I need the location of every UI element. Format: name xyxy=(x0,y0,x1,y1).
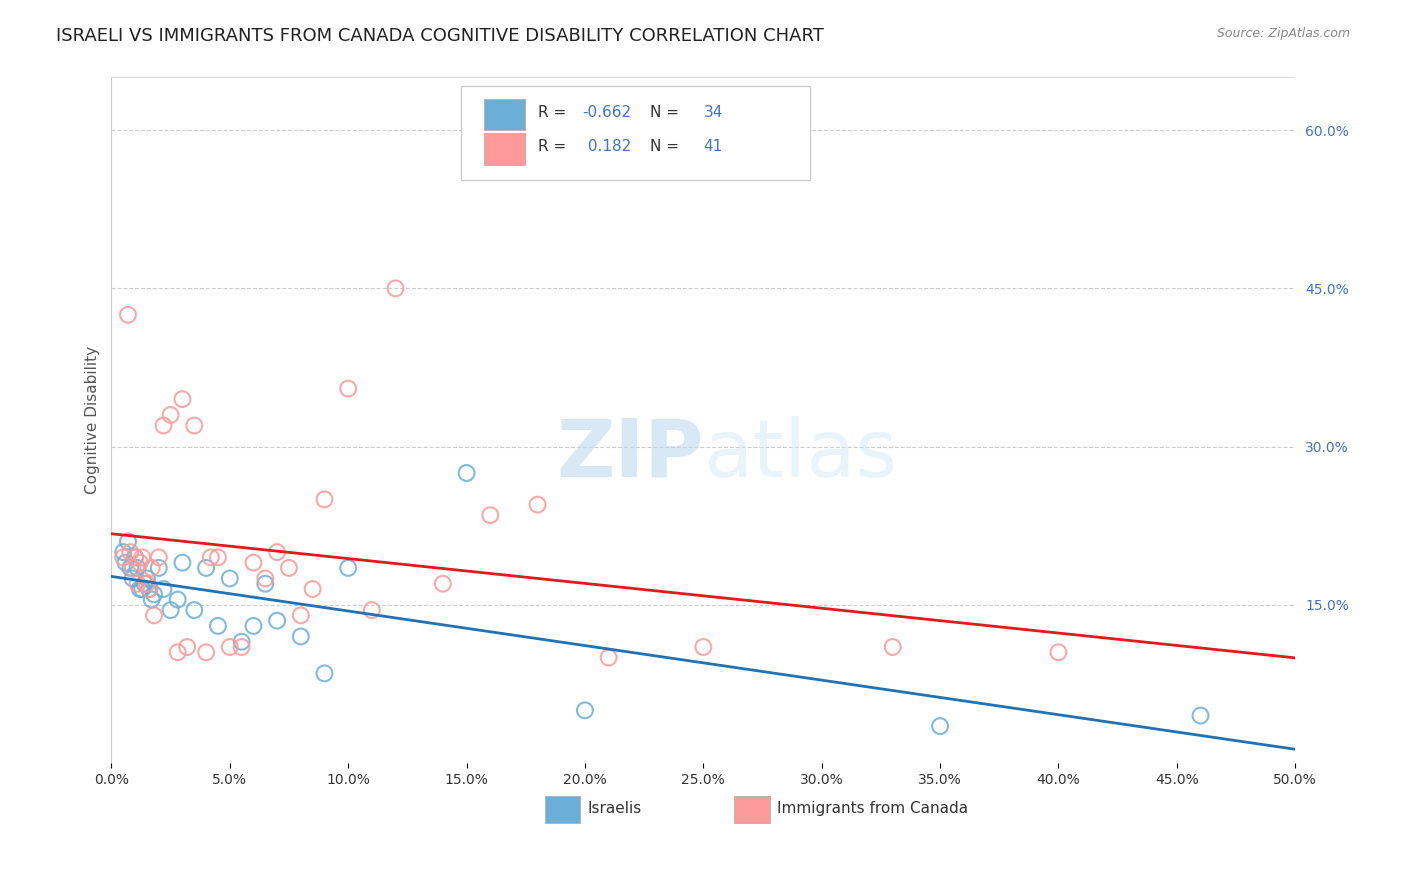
Point xyxy=(242,619,264,633)
Point xyxy=(432,576,454,591)
Point xyxy=(159,408,181,422)
Point xyxy=(242,556,264,570)
Point xyxy=(120,561,142,575)
Y-axis label: Cognitive Disability: Cognitive Disability xyxy=(86,346,100,494)
Point xyxy=(526,498,548,512)
Point xyxy=(456,466,478,480)
Point xyxy=(1189,708,1212,723)
Point xyxy=(124,550,146,565)
Point xyxy=(574,703,596,717)
Point xyxy=(131,550,153,565)
Point xyxy=(117,534,139,549)
Text: atlas: atlas xyxy=(703,416,897,493)
Point xyxy=(231,640,253,654)
Point xyxy=(141,592,163,607)
FancyBboxPatch shape xyxy=(544,796,581,823)
Point xyxy=(121,561,143,575)
Text: 41: 41 xyxy=(703,139,723,154)
Point xyxy=(266,614,288,628)
Point xyxy=(120,545,142,559)
Point xyxy=(218,571,240,585)
Point xyxy=(207,550,229,565)
Point xyxy=(135,571,157,585)
Point xyxy=(384,281,406,295)
Point xyxy=(172,392,194,406)
Point xyxy=(337,382,360,396)
Point xyxy=(278,561,301,575)
Text: N =: N = xyxy=(650,105,683,120)
Point xyxy=(929,719,952,733)
Point xyxy=(124,550,146,565)
Point xyxy=(152,582,174,596)
Point xyxy=(195,561,218,575)
Point xyxy=(172,556,194,570)
Text: 0.182: 0.182 xyxy=(582,139,631,154)
Point xyxy=(141,561,163,575)
Point xyxy=(598,650,620,665)
Point xyxy=(176,640,198,654)
Point xyxy=(290,608,312,623)
Point xyxy=(200,550,222,565)
Point xyxy=(301,582,323,596)
Text: 34: 34 xyxy=(703,105,723,120)
Point xyxy=(134,576,156,591)
Text: Israelis: Israelis xyxy=(588,801,641,816)
Point xyxy=(195,645,218,659)
Point xyxy=(360,603,382,617)
Point xyxy=(183,603,205,617)
Text: -0.662: -0.662 xyxy=(582,105,631,120)
Text: R =: R = xyxy=(537,139,571,154)
Point xyxy=(127,576,149,591)
Point xyxy=(254,576,277,591)
Point xyxy=(314,492,336,507)
Text: N =: N = xyxy=(650,139,683,154)
Point xyxy=(183,418,205,433)
FancyBboxPatch shape xyxy=(734,796,769,823)
Point xyxy=(1047,645,1070,659)
Point xyxy=(143,608,166,623)
Text: R =: R = xyxy=(537,105,571,120)
Point xyxy=(112,550,135,565)
Point xyxy=(166,592,188,607)
Text: Source: ZipAtlas.com: Source: ZipAtlas.com xyxy=(1216,27,1350,40)
Point xyxy=(266,545,288,559)
Point xyxy=(131,582,153,596)
Point xyxy=(121,571,143,585)
Text: ISRAELI VS IMMIGRANTS FROM CANADA COGNITIVE DISABILITY CORRELATION CHART: ISRAELI VS IMMIGRANTS FROM CANADA COGNIT… xyxy=(56,27,824,45)
Point xyxy=(337,561,360,575)
Point xyxy=(138,582,160,596)
Point xyxy=(314,666,336,681)
Point xyxy=(218,640,240,654)
Point xyxy=(152,418,174,433)
Point xyxy=(128,582,150,596)
Point xyxy=(143,587,166,601)
Point xyxy=(148,550,170,565)
Point xyxy=(117,308,139,322)
Point xyxy=(166,645,188,659)
Point xyxy=(148,561,170,575)
Point xyxy=(159,603,181,617)
FancyBboxPatch shape xyxy=(484,99,524,130)
Point xyxy=(114,556,136,570)
Point xyxy=(112,545,135,559)
Point xyxy=(135,576,157,591)
Point xyxy=(882,640,904,654)
Point xyxy=(127,561,149,575)
Text: ZIP: ZIP xyxy=(555,416,703,493)
Text: Immigrants from Canada: Immigrants from Canada xyxy=(776,801,967,816)
Point xyxy=(479,508,502,523)
Point xyxy=(692,640,714,654)
Point xyxy=(207,619,229,633)
Point xyxy=(138,582,160,596)
FancyBboxPatch shape xyxy=(484,133,524,164)
Point xyxy=(254,571,277,585)
FancyBboxPatch shape xyxy=(461,86,810,180)
Point xyxy=(231,634,253,648)
Point xyxy=(128,556,150,570)
Point xyxy=(290,630,312,644)
